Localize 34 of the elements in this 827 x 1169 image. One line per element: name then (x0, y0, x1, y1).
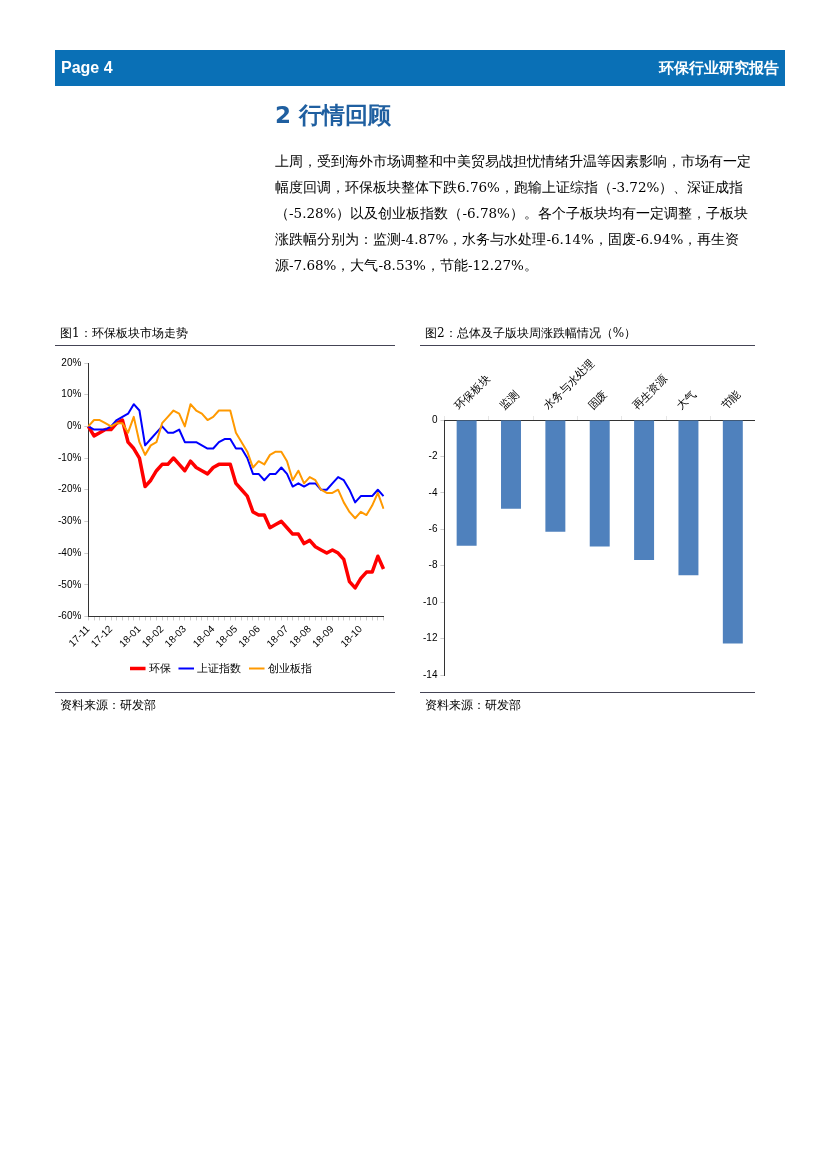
y-tick-label: 0 (431, 413, 438, 425)
y-tick-label: -30% (57, 515, 82, 527)
y-tick-label: 0% (66, 420, 82, 432)
y-tick-label: -10 (423, 595, 438, 607)
y-tick-label: -40% (57, 546, 82, 558)
y-tick-label: 20% (61, 356, 82, 368)
x-tick-label: 大气 (674, 387, 699, 412)
y-tick-label: -60% (57, 610, 82, 622)
x-tick-label: 节能 (718, 387, 743, 412)
text: 2 行情回顾 (275, 101, 392, 130)
text: 上周，受到海外市场调整和中美贸易战担忧情绪升温等因素影响，市场有一定幅度回调，环保板块整体下跌6.76%，跑输上证综指（-3.72%）、深证成指（-5.28%）以及创业板指数（-6.78%）。各个子板块均有一定调整，子板块涨跌幅分别为：监测-4.87%，水务与水处理-6.14%，固废-6.94%，再生资源-7.68%，大气-8.53%，节能-12.27%。 (275, 152, 752, 275)
x-tick-label: 固废 (585, 387, 610, 412)
x-tick-label: 再生资源 (629, 372, 670, 412)
chart-title: 图1：环保板块市场走势 (55, 325, 395, 346)
y-tick-label: -6 (428, 523, 438, 535)
y-tick-label: -4 (428, 486, 438, 498)
text: Page 4 (61, 59, 113, 77)
y-tick-label: -10% (57, 451, 82, 463)
y-tick-label: -14 (423, 668, 438, 680)
y-tick-label: -20% (57, 483, 82, 495)
text: 资料来源：研发部 (420, 692, 755, 714)
legend-label: 环保 (148, 661, 171, 674)
y-tick-label: 10% (61, 388, 82, 400)
x-tick-label: 环保板块 (452, 372, 492, 412)
y-tick-label: -50% (57, 578, 82, 590)
legend-label: 创业板指 (267, 661, 312, 674)
chart-title: 图2：总体及子版块周涨跌幅情况（%） (420, 325, 755, 346)
text: 环保行业研究报告 (659, 59, 779, 78)
y-tick-label: -2 (428, 450, 438, 462)
legend-label: 上证指数 (197, 661, 242, 674)
y-tick-label: -8 (428, 559, 438, 571)
x-tick-label: 监测 (496, 387, 521, 412)
text: 资料来源：研发部 (55, 692, 395, 714)
y-tick-label: -12 (423, 632, 438, 644)
